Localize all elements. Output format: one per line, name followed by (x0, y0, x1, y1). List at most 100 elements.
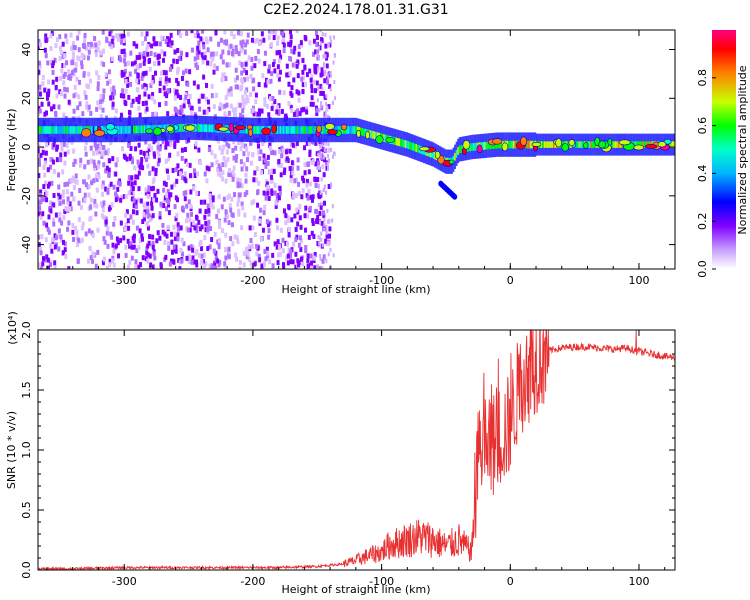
spectrogram-cell (77, 126, 80, 134)
spectrogram-cell (74, 67, 78, 73)
spectrogram-cell (142, 211, 146, 217)
spectrogram-cell (129, 81, 133, 87)
spectrogram-cell (105, 123, 115, 131)
spectrogram-cell (246, 251, 250, 257)
spectrogram-cell (188, 162, 192, 168)
spectrogram-cell (69, 126, 72, 134)
spectrogram-cell (186, 212, 190, 218)
spectrogram-cell (182, 190, 186, 196)
spectrogram-cell (304, 227, 308, 233)
spectrogram-cell (241, 39, 245, 45)
spectrogram-cell (271, 96, 275, 102)
spectrogram-cell (77, 56, 81, 62)
spectrogram-cell (171, 167, 175, 173)
spectrogram-cell (44, 257, 48, 263)
spectrogram-cell (127, 94, 131, 100)
spectrogram-cell (215, 159, 219, 165)
spectrogram-cell (333, 80, 336, 85)
spectrogram-cell (164, 100, 168, 106)
spectrogram-cell (101, 150, 105, 156)
spectrogram-cell (49, 243, 53, 249)
spectrogram-cell (120, 126, 123, 134)
spectrogram-cell (163, 124, 166, 133)
spectrogram-cell (352, 126, 355, 134)
spectrogram-cell (91, 126, 94, 134)
spectrogram-cell (327, 219, 330, 224)
spectrogram-cell (273, 190, 277, 196)
spectrogram-cell (588, 141, 591, 148)
spectrogram-cell (59, 49, 63, 55)
spectrogram-cell (260, 108, 264, 114)
spectrogram-cell (76, 258, 80, 264)
spectrogram-cell (310, 74, 314, 80)
spectrogram-cell (158, 80, 162, 86)
spectrogram-cell (38, 234, 41, 240)
spectrogram-cell (97, 141, 101, 147)
spectrogram-cell (290, 85, 294, 91)
spectrogram-cell (107, 184, 111, 190)
spectrogram-cell (156, 188, 160, 194)
spectrogram-cell (321, 265, 324, 269)
spectrogram-cell (49, 164, 53, 170)
snr-data (38, 330, 675, 570)
spectrogram-cell (87, 42, 91, 48)
spectrogram-cell (227, 50, 231, 56)
spectrogram-cell (59, 234, 63, 240)
spectrogram-cell (229, 207, 233, 213)
spectrogram-cell (551, 141, 554, 148)
spectrogram-cell (189, 189, 193, 195)
spectrogram-cell (46, 60, 50, 66)
spectrogram-cell (275, 192, 279, 198)
spectrogram-cell (199, 239, 203, 245)
spectrogram-cell (179, 50, 183, 56)
spectrogram-cell (119, 39, 123, 45)
spectrogram-cell (144, 190, 148, 196)
spectrogram-cell (127, 190, 131, 196)
spectrogram-cell (498, 140, 501, 149)
spectrogram-cell (185, 124, 196, 132)
spectrogram-cell (236, 201, 240, 207)
spectrogram-cell (316, 52, 319, 57)
spectrogram-cell (55, 93, 59, 99)
spectrogram-cell (83, 37, 87, 43)
spectrogram-cell (131, 98, 135, 104)
spectrogram-cell (242, 67, 246, 73)
spectrogram-cell (247, 151, 251, 157)
spectrogram-cell (51, 63, 55, 69)
spectrogram-cell (164, 70, 168, 76)
spectrogram-cell (132, 41, 136, 47)
spectrogram-cell (282, 170, 286, 176)
spectrogram-cell (275, 109, 279, 115)
spectrogram-cell (291, 62, 295, 68)
spectrogram-cell (278, 185, 282, 191)
spectrogram-cell (303, 81, 307, 87)
spectrogram-cell (203, 235, 207, 241)
spectrogram-cell (375, 135, 384, 144)
spectrogram-cell (86, 159, 90, 165)
spectrogram-cell (151, 213, 155, 219)
spectrogram-cell (95, 203, 99, 209)
spectrogram-cell (290, 141, 294, 147)
spectrogram-cell (313, 88, 317, 94)
spectrogram-cell (266, 190, 270, 196)
y-tick-label: -20 (20, 187, 33, 205)
spectrogram-cell (46, 257, 50, 263)
spectrogram-cell (139, 198, 143, 204)
spectrogram-cell (41, 75, 45, 81)
spectrogram-cell (136, 125, 138, 134)
spectrogram-cell (227, 254, 231, 260)
spectrogram-cell (243, 212, 247, 218)
colorbar-tick-label: 0.2 (696, 212, 709, 230)
spectrogram-cell (327, 167, 330, 172)
spectrogram-cell (298, 111, 302, 117)
spectrogram-cell (528, 140, 531, 149)
spectrogram-cell (146, 193, 150, 199)
spectrogram-cell (72, 148, 76, 154)
spectrogram-cell (282, 126, 285, 134)
spectrogram-cell (264, 256, 268, 262)
spectrogram-cell (83, 44, 87, 50)
spectrogram-cell (290, 108, 294, 114)
spectrogram-cell (161, 222, 165, 228)
spectrogram-cell (150, 205, 154, 211)
